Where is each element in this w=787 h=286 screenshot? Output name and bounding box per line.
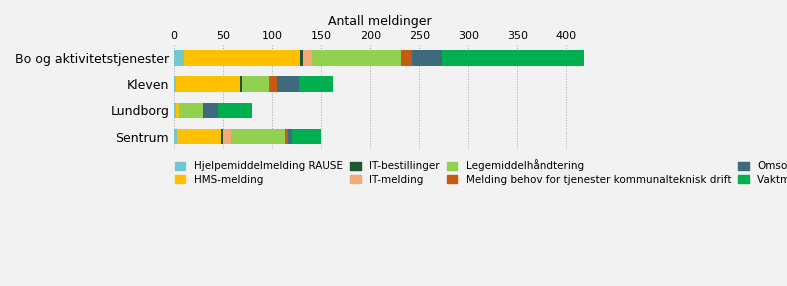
Bar (176, 76, 240, 92)
Bar (203, 102, 218, 118)
Bar (179, 102, 203, 118)
Bar (223, 129, 231, 144)
Bar (312, 50, 401, 66)
Bar (401, 50, 412, 66)
Bar (302, 50, 312, 66)
Legend: Hjelpemiddelmelding RAUSE, HMS-melding, IT-bestillinger, IT-melding, Legemiddelh: Hjelpemiddelmelding RAUSE, HMS-melding, … (175, 160, 787, 185)
Bar (176, 102, 179, 118)
Bar (242, 76, 269, 92)
Bar (285, 129, 288, 144)
Bar (277, 76, 298, 92)
Bar (177, 129, 221, 144)
Bar (298, 76, 333, 92)
Bar (231, 129, 285, 144)
Bar (174, 50, 184, 66)
Bar (442, 50, 584, 66)
Bar (269, 76, 277, 92)
Bar (174, 129, 177, 144)
X-axis label: Antall meldinger: Antall meldinger (328, 15, 432, 28)
Bar (412, 50, 442, 66)
Bar (292, 129, 321, 144)
Bar (240, 76, 242, 92)
Bar (174, 76, 176, 92)
Bar (184, 50, 300, 66)
Bar (174, 102, 176, 118)
Bar (221, 129, 223, 144)
Bar (288, 129, 292, 144)
Bar (300, 50, 302, 66)
Bar (218, 102, 253, 118)
